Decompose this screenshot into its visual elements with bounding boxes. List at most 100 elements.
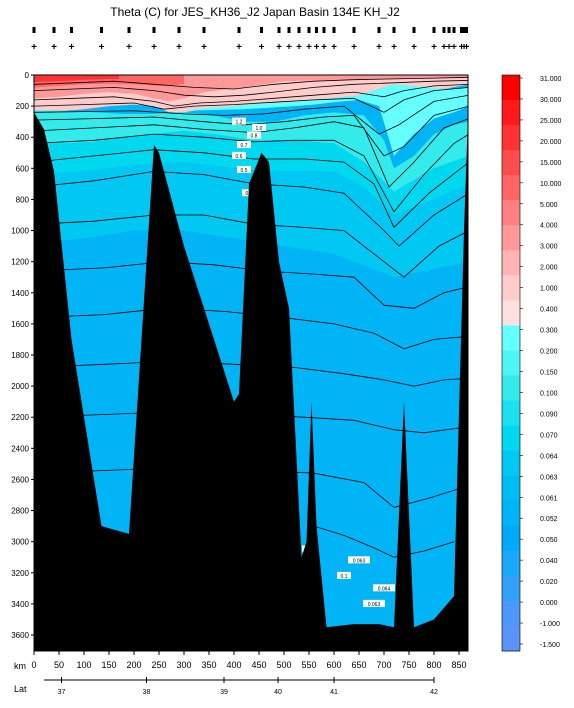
station-id-mark: [52, 27, 56, 33]
colorbar-label: 0.300: [540, 328, 558, 335]
station-id-mark: [70, 27, 73, 33]
station-id-mark: [322, 27, 326, 33]
station-id-mark: [237, 27, 241, 33]
colorbar-label: 0.400: [540, 307, 558, 314]
isotherm-contours: [34, 76, 468, 558]
isotherm-line: [34, 87, 468, 113]
station-plus: +: [451, 42, 457, 53]
colorbar-label: 10.000: [540, 181, 562, 188]
station-plus: +: [151, 42, 157, 53]
isotherm-line: [34, 360, 468, 387]
chart-title: Theta (C) for JES_KH36_J2 Japan Basin 13…: [110, 5, 400, 19]
y-tick-label: 1200: [11, 258, 29, 267]
contour-label: 0.063: [353, 558, 366, 564]
x-tick-label: 0: [31, 660, 36, 670]
colorbar-swatch: [502, 75, 520, 101]
contour-label: 0.7: [241, 143, 248, 149]
station-id-mark: [202, 27, 206, 33]
band-cool-1: [184, 84, 468, 156]
x-tick-label: 750: [401, 660, 416, 670]
x-tick-label: 700: [376, 660, 391, 670]
lat-tick-label: 40: [274, 689, 282, 696]
station-plus: +: [69, 42, 75, 53]
colorbar-label: 20.000: [540, 139, 562, 146]
colorbar-swatch: [502, 400, 520, 427]
contour-label-bg: [232, 151, 246, 159]
y-tick-label: 1600: [11, 320, 29, 329]
isotherm-line: [34, 76, 468, 90]
isotherm-line: [34, 83, 468, 107]
isotherm-line: [34, 261, 468, 309]
contour-label: 0.064: [378, 586, 391, 592]
colorbar-label: -1.500: [540, 642, 560, 649]
colorbar-swatch: [502, 450, 520, 477]
y-tick-label: 600: [16, 164, 30, 173]
x-tick-label: 150: [101, 660, 116, 670]
station-plus: +: [461, 42, 467, 53]
station-plus: +: [176, 42, 182, 53]
x-tick-label: 50: [54, 660, 64, 670]
station-id-mark: [442, 27, 446, 33]
colorbar-label: 0.100: [540, 390, 558, 397]
station-id-mark: [452, 27, 456, 33]
colorbar-label: 3.000: [540, 244, 558, 251]
isotherm-line: [34, 149, 468, 229]
colorbar-label: 15.000: [540, 160, 562, 167]
station-id-mark: [392, 27, 396, 33]
station-id-mark: [287, 27, 291, 33]
colorbar-label: 30.000: [540, 97, 562, 104]
contour-label-bg: [252, 123, 266, 131]
y-tick-label: 2000: [11, 382, 29, 391]
contour-label: 0.8: [251, 134, 258, 140]
distance-axis: 0 50 100 150 200 250 300 350 400 450 500 550 600 650 7…: [31, 651, 467, 670]
station-plus: +: [459, 42, 465, 53]
station-plus: +: [411, 42, 417, 53]
colorbar-swatch: [502, 325, 520, 351]
x-tick-label: 100: [76, 660, 91, 670]
isotherm-line: [34, 133, 468, 213]
station-id-mark: [432, 27, 436, 33]
colorbar-label: 2.000: [540, 265, 558, 272]
x-tick-label: 450: [251, 660, 266, 670]
station-plus: +: [236, 42, 242, 53]
station-plus: +: [276, 42, 282, 53]
colorbar-label: 0.052: [540, 516, 558, 523]
station-plus: +: [446, 42, 452, 53]
y-tick-label: 2800: [11, 507, 29, 516]
contour-label: 0.1: [341, 574, 348, 580]
isotherm-line: [34, 80, 468, 98]
colorbar-swatch: [502, 250, 520, 276]
y-tick-label: 3400: [11, 600, 29, 609]
colorbar-swatch: [502, 375, 520, 402]
x-tick-label: 850: [451, 660, 466, 670]
colorbar-label: 4.000: [540, 223, 558, 230]
bathymetry-mask: [34, 112, 468, 651]
y-tick-label: 1800: [11, 351, 29, 360]
x-tick-label: 600: [326, 660, 341, 670]
y-tick-label: 3000: [11, 538, 29, 547]
colorbar-swatch: [502, 100, 520, 126]
colorbar-label: 0.070: [540, 432, 558, 439]
station-plus: +: [441, 42, 447, 53]
y-tick-label: 1000: [11, 227, 29, 236]
lat-tick-label: 38: [143, 689, 151, 696]
y-tick-label: 3200: [11, 569, 29, 578]
colorbar-label: 0.061: [540, 495, 558, 502]
colorbar-label: 0.020: [540, 579, 558, 586]
station-plus: +: [259, 42, 265, 53]
colorbar-label: 0.050: [540, 537, 558, 544]
x-tick-label: 250: [151, 660, 166, 670]
station-plus: +: [376, 42, 382, 53]
station-id-mark: [462, 27, 466, 33]
band-cool-3: [34, 131, 468, 215]
station-plus: +: [331, 42, 337, 53]
station-id-mark: [152, 27, 156, 33]
colorbar-swatch: [502, 525, 520, 552]
station-plus: +: [296, 42, 302, 53]
colorbar-label: 0.064: [540, 453, 558, 460]
station-plus: +: [286, 42, 292, 53]
station-plus: +: [51, 42, 57, 53]
contour-label-bg: [348, 556, 370, 564]
x-tick-label: 650: [351, 660, 366, 670]
